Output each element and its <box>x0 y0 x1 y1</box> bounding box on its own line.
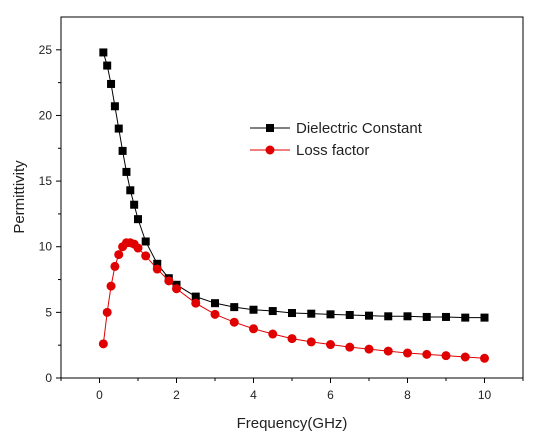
x-tick-label: 6 <box>327 388 334 402</box>
data-point-loss-factor <box>268 329 278 339</box>
data-point-dielectric-constant <box>422 312 431 321</box>
data-point-dielectric-constant <box>345 310 354 319</box>
y-axis-label: Permittivity <box>11 160 28 234</box>
data-point-dielectric-constant <box>103 61 112 70</box>
data-point-loss-factor <box>383 346 393 356</box>
legend-marker-dielectric-constant <box>266 124 274 132</box>
data-point-dielectric-constant <box>191 292 200 301</box>
data-point-dielectric-constant <box>326 310 335 319</box>
data-point-loss-factor <box>249 324 258 334</box>
x-tick-label: 0 <box>96 388 103 402</box>
plot-frame <box>60 16 524 379</box>
data-point-dielectric-constant <box>153 259 162 268</box>
data-point-dielectric-constant <box>230 303 239 312</box>
data-point-loss-factor <box>326 340 335 350</box>
y-tick-label: 25 <box>39 43 53 57</box>
data-point-dielectric-constant <box>126 186 135 195</box>
data-point-loss-factor <box>191 298 201 308</box>
ticks-layer: 0 2 4 6 8 10 0 5 10 15 20 25 <box>39 43 524 402</box>
data-point-dielectric-constant <box>134 215 142 224</box>
x-tick-label: 2 <box>173 388 180 402</box>
data-point-dielectric-constant <box>288 309 296 318</box>
data-point-loss-factor <box>133 243 143 253</box>
data-point-loss-factor <box>164 276 174 286</box>
data-point-dielectric-constant <box>211 299 219 308</box>
data-point-loss-factor <box>345 342 355 352</box>
data-point-loss-factor <box>364 344 374 354</box>
x-tick-label: 4 <box>250 388 257 402</box>
x-axis-label: Frequency(GHz) <box>237 415 348 432</box>
data-point-dielectric-constant <box>249 305 258 314</box>
data-point-dielectric-constant <box>461 313 470 322</box>
data-point-loss-factor <box>98 339 108 349</box>
data-point-dielectric-constant <box>365 311 373 320</box>
y-tick-label: 5 <box>45 305 52 319</box>
x-tick-label: 8 <box>404 388 411 402</box>
data-point-dielectric-constant <box>268 307 277 316</box>
series-line-dielectric-constant <box>102 52 485 319</box>
data-point-loss-factor <box>106 281 116 291</box>
y-tick-label: 15 <box>39 174 53 188</box>
legend-marker-loss-factor <box>265 145 275 155</box>
legend-label-dielectric-constant: Dielectric Constant <box>296 120 423 137</box>
legend: Dielectric Constant Loss factor <box>250 120 423 159</box>
x-tick-label: 10 <box>478 388 492 402</box>
data-point-loss-factor <box>441 351 451 361</box>
data-point-loss-factor <box>460 352 470 362</box>
data-point-dielectric-constant <box>403 312 412 321</box>
data-point-dielectric-constant <box>99 48 108 57</box>
series-dielectric-constant <box>99 48 489 322</box>
data-point-loss-factor <box>287 334 297 344</box>
y-tick-label: 20 <box>39 108 53 122</box>
data-point-dielectric-constant <box>384 312 393 321</box>
data-point-dielectric-constant <box>442 312 450 321</box>
data-point-dielectric-constant <box>118 146 127 155</box>
data-point-loss-factor <box>110 261 120 271</box>
series-layer <box>98 48 489 363</box>
data-point-dielectric-constant <box>107 79 116 88</box>
data-point-dielectric-constant <box>114 124 123 133</box>
y-tick-label: 0 <box>45 371 52 385</box>
data-point-loss-factor <box>480 353 489 363</box>
data-point-dielectric-constant <box>480 313 489 322</box>
data-point-loss-factor <box>172 284 181 294</box>
y-tick-label: 10 <box>39 240 53 254</box>
data-point-dielectric-constant <box>110 102 119 111</box>
data-point-dielectric-constant <box>307 309 316 318</box>
data-point-dielectric-constant <box>141 237 150 246</box>
legend-label-loss-factor: Loss factor <box>296 142 369 159</box>
data-point-loss-factor <box>229 317 239 327</box>
series-loss-factor <box>98 238 489 363</box>
data-point-loss-factor <box>114 250 124 260</box>
data-point-loss-factor <box>306 337 316 347</box>
data-point-loss-factor <box>102 307 112 317</box>
data-point-loss-factor <box>141 251 151 261</box>
data-point-dielectric-constant <box>122 167 131 176</box>
data-point-loss-factor <box>152 264 162 274</box>
data-point-loss-factor <box>210 309 220 319</box>
data-point-loss-factor <box>422 349 432 359</box>
data-point-loss-factor <box>403 348 412 358</box>
data-point-dielectric-constant <box>130 200 139 209</box>
